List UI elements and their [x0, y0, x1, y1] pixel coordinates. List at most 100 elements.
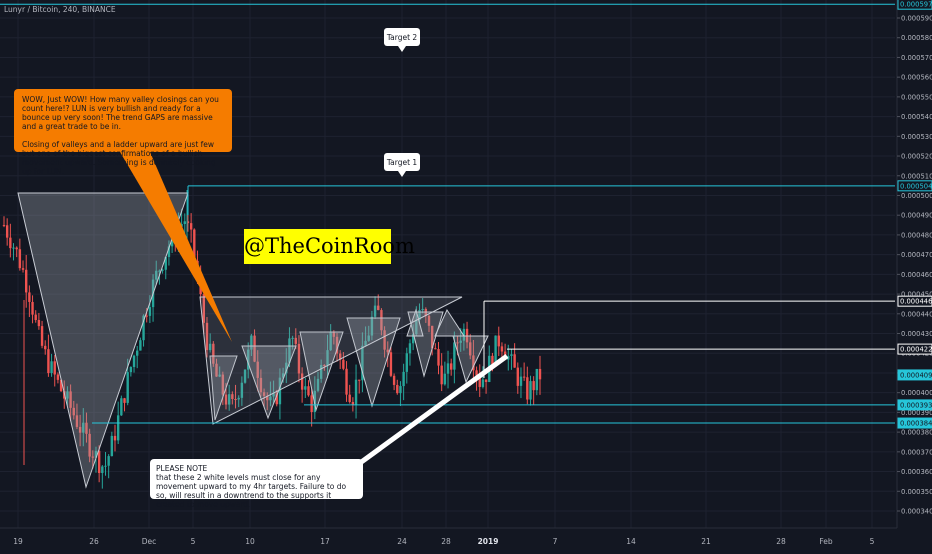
candle-body — [113, 435, 117, 441]
candle-body — [256, 361, 259, 378]
candle-body — [342, 359, 345, 369]
candle-body — [129, 367, 133, 373]
price-tag-text: 0.0003846 — [900, 420, 932, 428]
x-tick-label: 26 — [89, 537, 99, 546]
candle-body — [459, 340, 462, 343]
white-callout-note: PLEASE NOTE that these 2 white levels mu… — [150, 459, 363, 509]
candle-body — [472, 355, 475, 371]
candle-body — [288, 338, 291, 363]
x-tick-label: 17 — [320, 537, 330, 546]
candle-body — [2, 225, 6, 227]
x-tick-label: 5 — [870, 537, 875, 546]
candle-body — [243, 369, 247, 383]
candle-body — [142, 315, 145, 341]
candle-body — [227, 394, 231, 405]
candle-body — [285, 362, 288, 374]
candle-body — [126, 372, 129, 403]
price-tag — [897, 399, 932, 411]
candle-body — [28, 292, 31, 302]
candle-body — [66, 391, 69, 399]
candle-body — [326, 350, 329, 366]
x-tick-label: 28 — [441, 537, 451, 546]
price-tag-text: 0.0003938 — [900, 401, 932, 409]
candle-body — [332, 332, 336, 337]
candle-body — [399, 386, 402, 394]
valley-triangle — [17, 192, 189, 489]
candle-body — [104, 465, 107, 467]
candle-body — [189, 223, 193, 230]
candle-body — [85, 422, 88, 434]
candle-body — [275, 393, 278, 405]
candle-body — [449, 363, 453, 370]
candle-body — [193, 229, 196, 261]
x-tick-label: 7 — [553, 537, 558, 546]
candle-body — [107, 456, 110, 466]
candle-body — [377, 305, 380, 311]
candle-body — [59, 379, 63, 392]
candle-body — [529, 381, 532, 400]
candle-body — [215, 363, 218, 377]
candle-body — [116, 415, 120, 441]
candle-body — [158, 270, 161, 272]
x-tick-label: 5 — [191, 537, 196, 546]
candle-body — [510, 354, 513, 356]
target-label-text: Target 1 — [386, 158, 418, 167]
candle-body — [12, 247, 15, 249]
ascending-wedge — [199, 296, 463, 425]
x-tick-label: 28 — [776, 537, 786, 546]
orange-callout-paragraph-2: Closing of valleys and a ladder upward a… — [22, 140, 216, 176]
candle-body — [421, 308, 424, 311]
watermark-label: @TheCoinRoom — [244, 229, 415, 264]
white-callout-pointer — [358, 353, 509, 466]
price-tag — [897, 180, 932, 192]
candle-body — [164, 257, 167, 270]
candle-body — [91, 456, 95, 458]
candle-body — [240, 382, 244, 398]
candle-body — [44, 345, 47, 350]
candle-body — [351, 402, 355, 405]
candle-body — [370, 316, 374, 336]
candle-body — [453, 342, 456, 370]
candle-body — [392, 375, 396, 385]
candle-body — [56, 374, 60, 380]
candle-body — [294, 337, 297, 344]
candle-body — [462, 328, 466, 341]
candle-body — [430, 325, 434, 349]
candle-body — [307, 386, 310, 396]
candle-body — [405, 353, 408, 372]
candle-body — [345, 368, 348, 395]
orange-callout-note: WOW, Just WOW! How many valley closings … — [14, 89, 232, 176]
candle-body — [145, 315, 148, 317]
candle-body — [427, 315, 431, 326]
candle-body — [167, 246, 171, 258]
candle-body — [456, 342, 459, 344]
price-tag — [897, 369, 932, 381]
candle-body — [491, 355, 494, 367]
candle-body — [475, 370, 478, 376]
candle-body — [208, 343, 212, 351]
candle-body — [469, 342, 472, 356]
candle-body — [15, 247, 18, 250]
candle-body — [437, 348, 440, 366]
candle-body — [358, 379, 361, 381]
candle-body — [338, 353, 342, 360]
candle-body — [69, 391, 72, 408]
candle-body — [218, 374, 221, 377]
candle-body — [522, 376, 526, 378]
candle-body — [266, 395, 269, 401]
candle-body — [440, 365, 443, 385]
price-tag-text: 0.0005049 — [900, 182, 932, 190]
